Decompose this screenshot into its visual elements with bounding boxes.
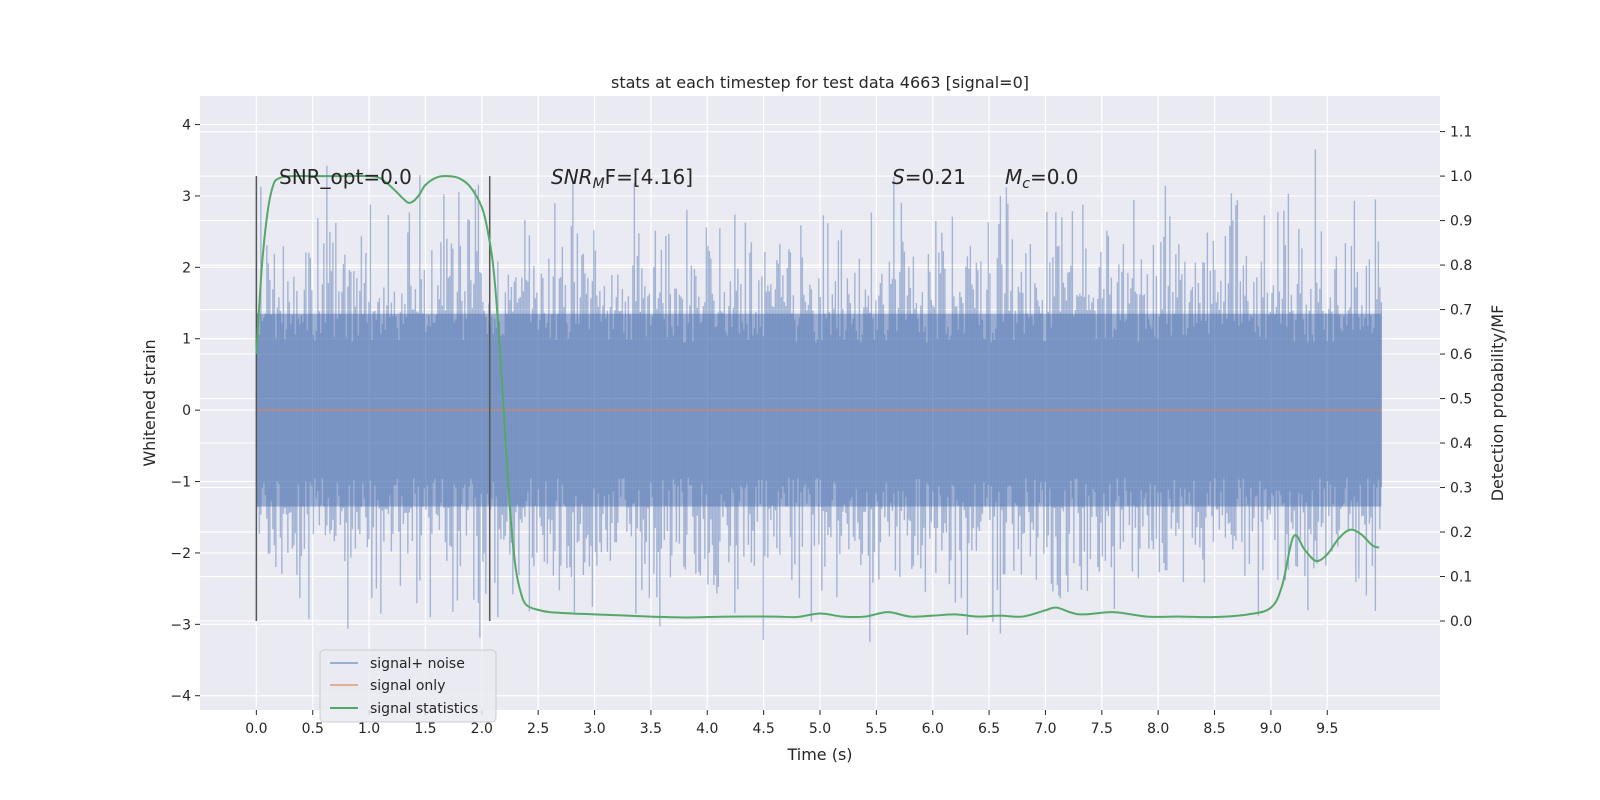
chart-title: stats at each timestep for test data 466… — [611, 73, 1029, 92]
y-right-tick-label: 0.0 — [1450, 614, 1472, 630]
x-tick-label: 8.5 — [1203, 721, 1225, 737]
x-axis-ticks: 0.0 0.5 1.0 1.5 2.0 2.5 3.0 3.5 4.0 4.5 5.0 5.5 6.0 6… — [245, 710, 1338, 737]
legend-box — [319, 649, 497, 723]
y-right-tick-label: 0.8 — [1450, 258, 1472, 274]
signal-noise-series — [255, 149, 1383, 642]
x-tick-label: 8.0 — [1147, 721, 1169, 737]
x-tick-label: 4.5 — [753, 721, 775, 737]
legend-label-signal-noise: signal+ noise — [370, 656, 465, 672]
y-right-tick-label: 1.0 — [1450, 169, 1472, 185]
signal-statistics-series — [255, 174, 1380, 619]
y-right-tick-label: 0.2 — [1450, 525, 1472, 541]
x-tick-label: 5.5 — [865, 721, 887, 737]
y-tick-label: 4 — [182, 118, 191, 134]
x-tick-label: 7.0 — [1034, 721, 1056, 737]
x-axis-title: Time (s) — [786, 745, 852, 764]
x-tick-label: 6.5 — [978, 721, 1000, 737]
y-tick-label: 0 — [182, 403, 191, 419]
x-tick-label: 0.5 — [302, 721, 324, 737]
y-right-tick-label: 0.1 — [1450, 570, 1472, 586]
x-tick-label: 0.0 — [245, 721, 267, 737]
x-tick-label: 1.0 — [358, 721, 380, 737]
y-axis-ticks: 4 3 2 1 0 −1 −2 −3 −4 — [170, 118, 200, 705]
y-axis-title: Whitened strain — [140, 339, 159, 466]
y-right-tick-label: 0.4 — [1450, 436, 1472, 452]
y-right-axis-ticks: 1.1 1.0 0.9 0.8 0.7 0.6 0.5 0.4 0.3 0.2 0.1 0.0 — [1440, 125, 1472, 630]
x-tick-label: 1.5 — [414, 721, 436, 737]
y-tick-label: 2 — [182, 260, 191, 276]
y-tick-label: 1 — [182, 332, 191, 348]
y-tick-label: −4 — [170, 689, 191, 705]
x-tick-label: 9.0 — [1260, 721, 1282, 737]
legend-label-signal-statistics: signal statistics — [370, 701, 478, 717]
annotation-s: S=0.21 — [892, 165, 966, 189]
y-right-tick-label: 1.1 — [1450, 125, 1472, 141]
x-tick-label: 6.0 — [922, 721, 944, 737]
x-tick-label: 4.0 — [696, 721, 718, 737]
y-right-tick-label: 0.7 — [1450, 303, 1472, 319]
annotation-snr-opt: SNR_opt=0.0 — [279, 165, 412, 189]
legend-label-signal-only: signal only — [370, 678, 445, 694]
window-markers — [255, 176, 491, 622]
x-tick-label: 2.5 — [527, 721, 549, 737]
y-right-tick-label: 0.3 — [1450, 481, 1472, 497]
x-tick-label: 5.0 — [809, 721, 831, 737]
y-right-tick-label: 0.6 — [1450, 347, 1472, 363]
x-tick-label: 2.0 — [471, 721, 493, 737]
y-right-tick-label: 0.9 — [1450, 214, 1472, 230]
legend: signal+ noise signal only signal statist… — [319, 649, 497, 723]
y-tick-label: −3 — [170, 617, 191, 633]
x-tick-label: 9.5 — [1316, 721, 1338, 737]
x-tick-label: 7.5 — [1091, 721, 1113, 737]
annotation-mc: Mc=0.0 — [1005, 165, 1079, 192]
y-tick-label: 3 — [182, 189, 191, 205]
y-tick-label: −2 — [170, 546, 191, 562]
y-tick-label: −1 — [170, 475, 191, 491]
x-tick-label: 3.0 — [583, 721, 605, 737]
x-tick-label: 3.5 — [640, 721, 662, 737]
y-right-tick-label: 0.5 — [1450, 392, 1472, 408]
y-right-axis-title: Detection probability/MF — [1488, 305, 1507, 502]
annotation-snr-mf: SNRMF=[4.16] — [551, 165, 693, 192]
